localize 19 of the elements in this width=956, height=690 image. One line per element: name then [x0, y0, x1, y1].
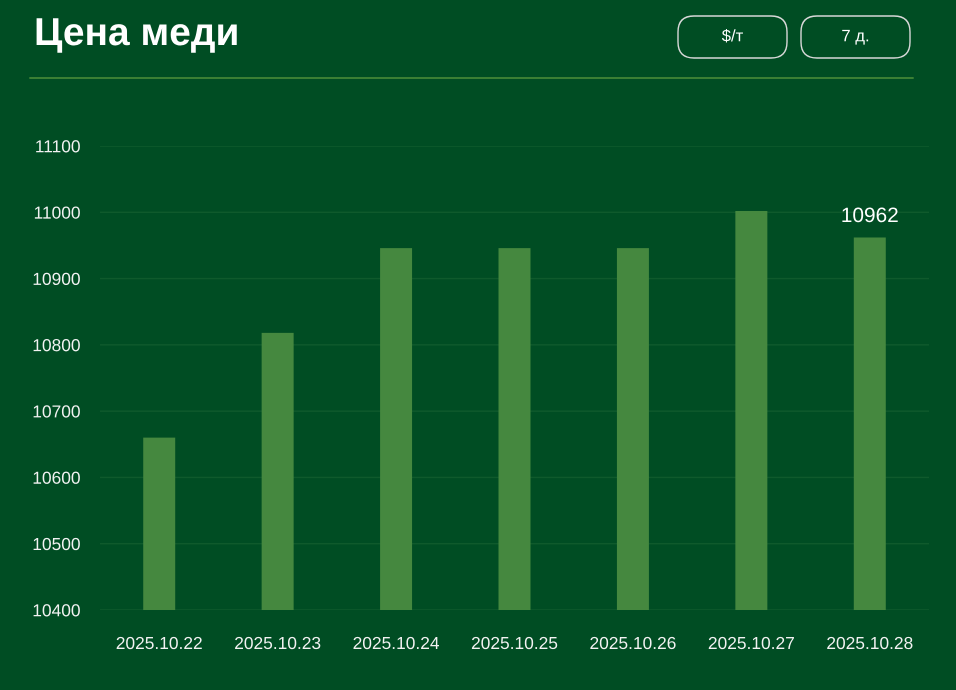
- chart-title: Цена меди: [36, 18, 237, 53]
- y-tick-label: 11000: [34, 206, 80, 219]
- text: $/т: [722, 28, 743, 42]
- x-tick-label: 2025.10.24: [354, 636, 440, 650]
- y-tick-label: 10800: [34, 339, 80, 352]
- y-tick-label: 10400: [34, 604, 80, 616]
- y-tick-label: 10700: [34, 405, 80, 418]
- text: 7 д.: [842, 30, 868, 45]
- x-tick-label: 2025.10.27: [708, 636, 794, 650]
- x-tick-label: 2025.10.23: [235, 636, 320, 650]
- y-tick-label: 10600: [34, 472, 80, 484]
- y-tick-label: 10500: [34, 538, 80, 550]
- y-tick-label: 10900: [34, 272, 80, 286]
- x-tick-label: 2025.10.25: [472, 636, 558, 650]
- x-tick-label: 2025.10.22: [116, 636, 202, 650]
- x-tick-label: 2025.10.28: [827, 636, 912, 650]
- x-tick-label: 2025.10.26: [590, 636, 676, 650]
- y-tick-label: 11100: [36, 140, 80, 152]
- data-label: 10962: [842, 207, 898, 222]
